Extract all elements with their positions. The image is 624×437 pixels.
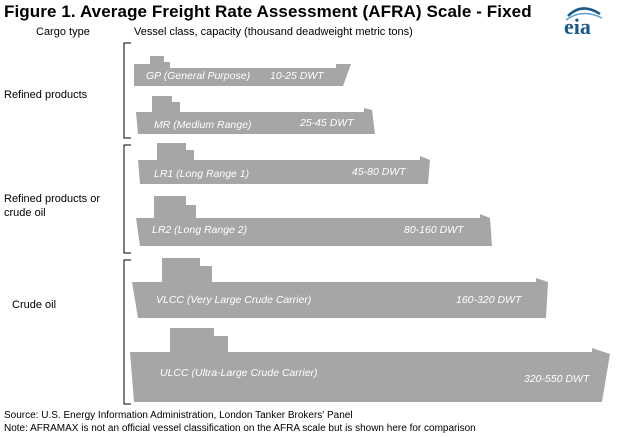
ship-shapes xyxy=(130,56,610,402)
ship-mr xyxy=(136,96,375,134)
ship-lr1 xyxy=(138,143,430,184)
bracket-refined-or-crude xyxy=(123,144,131,254)
vessel-class-header: Vessel class, capacity (thousand deadwei… xyxy=(134,26,413,38)
logo-text: eia xyxy=(564,14,591,39)
vessel-lr2-name: LR2 (Long Range 2) xyxy=(152,224,248,236)
vessel-lr1-capacity: 45-80 DWT xyxy=(352,166,406,178)
vessel-gp-name: GP (General Purpose) xyxy=(146,70,251,82)
ship-lr2 xyxy=(136,196,492,246)
vessel-mr-name: MR (Medium Range) xyxy=(154,119,252,131)
vessel-lr2-capacity: 80-160 DWT xyxy=(404,224,464,236)
source-note: Source: U.S. Energy Information Administ… xyxy=(4,410,353,421)
footnote: Note: AFRAMAX is not an official vessel … xyxy=(4,423,476,434)
vessel-ulcc-name: ULCC (Ultra-Large Crude Carrier) xyxy=(160,367,318,379)
bracket-refined-products xyxy=(123,42,131,139)
ship-ulcc xyxy=(130,328,610,402)
figure-title: Figure 1. Average Freight Rate Assessmen… xyxy=(4,2,532,21)
cargo-type-header: Cargo type xyxy=(36,26,90,38)
cargo-refined-products: Refined products xyxy=(4,89,88,101)
ship-gp xyxy=(134,56,351,86)
logo-arc-icon xyxy=(565,7,603,21)
vessel-vlcc-capacity: 160-320 DWT xyxy=(456,294,522,306)
bracket-crude-oil xyxy=(123,259,131,405)
vessel-mr-capacity: 25-45 DWT xyxy=(300,117,354,129)
cargo-refined-or-crude: Refined products or crude oil xyxy=(4,193,100,219)
ship-vlcc xyxy=(132,258,548,318)
cargo-brackets xyxy=(123,42,131,405)
vessel-vlcc-name: VLCC (Very Large Crude Carrier) xyxy=(156,294,312,306)
vessel-lr1-name: LR1 (Long Range 1) xyxy=(154,168,250,180)
vessel-gp-capacity: 10-25 DWT xyxy=(270,70,324,82)
cargo-crude-oil: Crude oil xyxy=(12,299,57,311)
vessel-ulcc-capacity: 320-550 DWT xyxy=(524,373,590,385)
eia-logo: eia xyxy=(560,4,606,40)
